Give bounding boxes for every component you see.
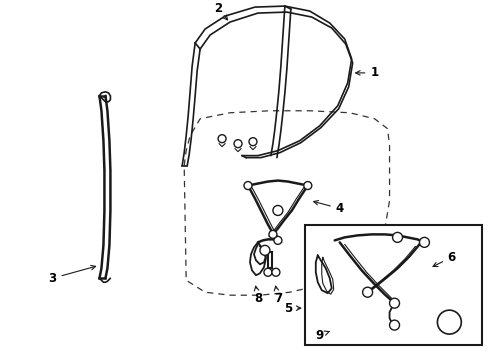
Circle shape — [363, 287, 372, 297]
Text: 7: 7 — [274, 292, 282, 305]
Circle shape — [273, 206, 283, 215]
Text: 4: 4 — [336, 202, 344, 215]
Circle shape — [304, 181, 312, 189]
Circle shape — [249, 138, 257, 146]
Circle shape — [438, 310, 461, 334]
Circle shape — [234, 140, 242, 148]
Bar — [305, 225, 482, 345]
Circle shape — [272, 268, 280, 276]
Circle shape — [260, 246, 270, 255]
Text: 9: 9 — [316, 329, 324, 342]
Text: 6: 6 — [447, 251, 456, 264]
Text: 1: 1 — [370, 66, 379, 80]
Circle shape — [390, 298, 399, 308]
Text: 5: 5 — [284, 302, 292, 315]
Text: 3: 3 — [49, 272, 57, 285]
Circle shape — [264, 268, 272, 276]
Circle shape — [274, 237, 282, 244]
Circle shape — [392, 233, 402, 242]
Text: 8: 8 — [254, 292, 262, 305]
Text: 2: 2 — [214, 1, 222, 15]
Circle shape — [390, 320, 399, 330]
Circle shape — [218, 135, 226, 143]
Circle shape — [244, 181, 252, 189]
Circle shape — [269, 230, 277, 238]
Circle shape — [419, 237, 429, 247]
